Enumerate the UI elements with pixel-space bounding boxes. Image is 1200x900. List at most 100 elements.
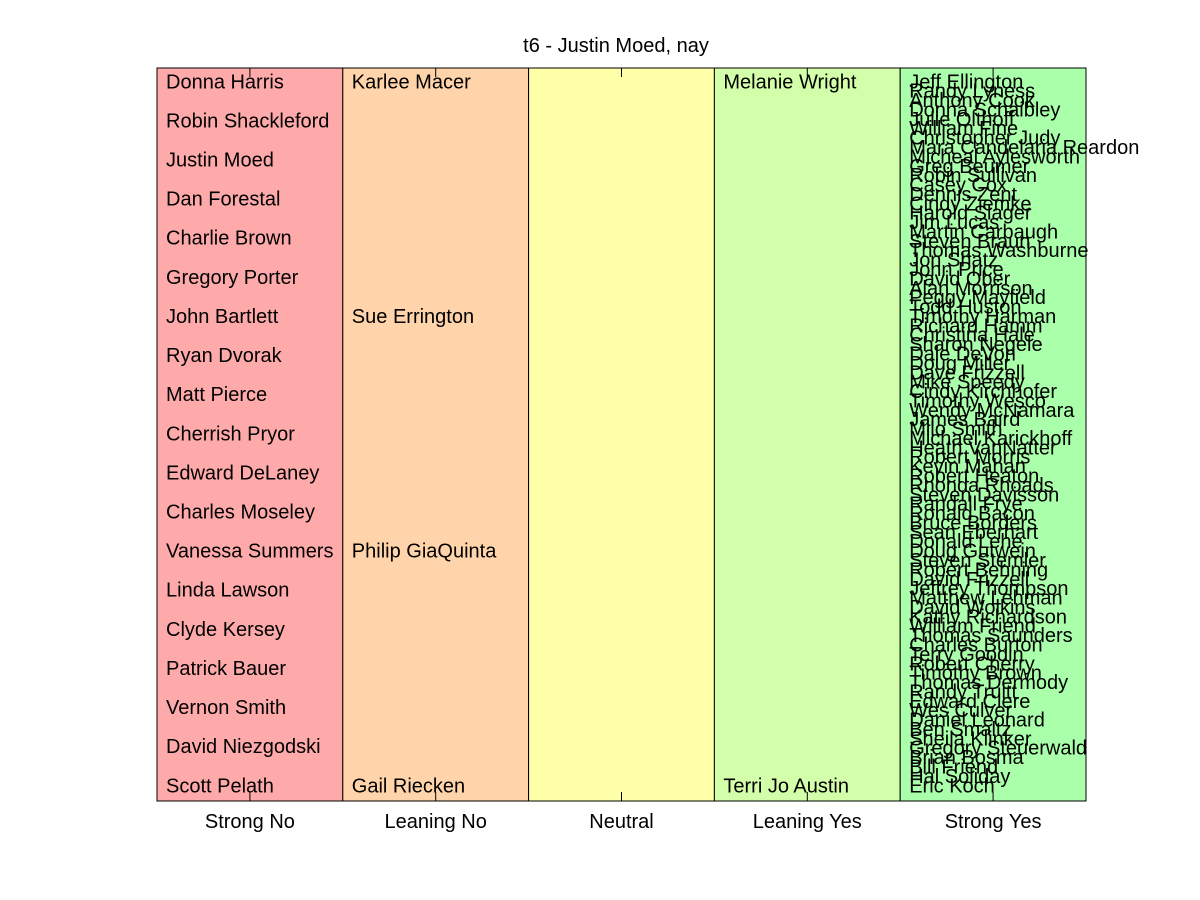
name-label: Alan Morrison xyxy=(909,278,1032,300)
name-label: Kevin Mahan xyxy=(909,456,1026,478)
name-label: Thomas Washburne xyxy=(909,240,1088,262)
name-label: Jim Lucas xyxy=(909,212,999,234)
name-label: Wendy McNamara xyxy=(909,400,1075,422)
name-label: Cindy Kirchhofer xyxy=(909,381,1057,403)
x-tick-label: Neutral xyxy=(589,811,653,833)
name-label: Steven Davisson xyxy=(909,484,1059,506)
name-label: Anthony Cook xyxy=(909,90,1036,112)
name-label: Donna Harris xyxy=(166,71,284,93)
name-label: Sharon Negele xyxy=(909,334,1042,356)
name-label: Robert Cherry xyxy=(909,653,1035,675)
name-label: John Bartlett xyxy=(166,306,279,328)
name-label: Edward DeLaney xyxy=(166,462,319,484)
name-label: Rhonda Rhoads xyxy=(909,475,1054,497)
name-label: Thomas Dermody xyxy=(909,672,1068,694)
name-label: Justin Moed xyxy=(166,150,274,172)
name-label: Bruce Borders xyxy=(909,512,1037,534)
name-label: David Wolkins xyxy=(909,597,1035,619)
name-label: Michael Karickhoff xyxy=(909,428,1072,450)
name-label: Robin Sullivan xyxy=(909,165,1037,187)
name-label: Dennis Zent xyxy=(909,184,1017,206)
name-label: Steven Braun xyxy=(909,231,1030,253)
name-label: Mara Candelaria Reardon xyxy=(909,137,1139,159)
name-label: Sue Errington xyxy=(352,306,474,328)
column-leaning-no xyxy=(342,67,530,802)
name-label: Hal Soliday xyxy=(909,766,1010,788)
name-label: Philip GiaQuinta xyxy=(352,541,497,563)
name-label: Doug Miller xyxy=(909,353,1010,375)
name-label: Gregory Steuerwald xyxy=(909,738,1087,760)
name-label: Vanessa Summers xyxy=(166,541,333,563)
name-label: David Niezgodski xyxy=(166,736,321,758)
name-label: Melanie Wright xyxy=(723,71,856,93)
name-label: Christina Hale xyxy=(909,325,1035,347)
name-label: Gregory Porter xyxy=(166,267,299,289)
x-tick-label: Strong Yes xyxy=(945,811,1042,833)
name-label: Scott Pelath xyxy=(166,775,274,797)
x-tick-label: Strong No xyxy=(205,811,295,833)
name-label: Peggy Mayfield xyxy=(909,287,1046,309)
name-label: Timothy Brown xyxy=(909,663,1042,685)
name-label: Micheal Aylesworth xyxy=(909,146,1080,168)
name-label: Milo Smith xyxy=(909,419,1002,441)
name-label: David Ober xyxy=(909,268,1010,290)
legislator-names: Donna Harris Robin Shackleford Justin Moed… xyxy=(166,71,1139,797)
name-label: Donna Schaibley xyxy=(909,99,1060,121)
x-tick-label: Leaning Yes xyxy=(753,811,862,833)
name-label: Clyde Kersey xyxy=(166,619,285,641)
name-label: Charles Moseley xyxy=(166,502,315,524)
name-label: Eric Koch xyxy=(909,775,995,797)
name-label: Sheila Klinker xyxy=(909,728,1032,750)
name-label: Patrick Bauer xyxy=(166,658,286,680)
name-label: Gail Riecken xyxy=(352,775,465,797)
vote-columns xyxy=(156,67,1087,802)
name-label: Matthew Lehman xyxy=(909,588,1062,610)
name-label: Linda Lawson xyxy=(166,580,289,602)
name-label: Donald Lehe xyxy=(909,531,1022,553)
name-label: Kathy Richardson xyxy=(909,606,1067,628)
name-label: Jeffrey Thompson xyxy=(909,578,1068,600)
name-label: Charles Burton xyxy=(909,634,1042,656)
name-label: Mike Speedy xyxy=(909,372,1025,394)
name-label: Karlee Macer xyxy=(352,71,471,93)
name-label: Robert Heaton xyxy=(909,466,1039,488)
name-label: Dave Frizzell xyxy=(909,362,1025,384)
name-label: Ryan Dvorak xyxy=(166,345,283,367)
name-label: Randall Frye xyxy=(909,494,1022,516)
name-label: Charlie Brown xyxy=(166,228,292,250)
name-label: William Fine xyxy=(909,118,1018,140)
name-label: Sean Eberhart xyxy=(909,522,1038,544)
name-label: Greg Beumer xyxy=(909,156,1029,178)
name-label: Robert Morris xyxy=(909,447,1030,469)
name-label: Terri Jo Austin xyxy=(723,775,849,797)
name-label: Cindy Ziemke xyxy=(909,193,1031,215)
plot-frame xyxy=(156,67,1087,802)
column-neutral xyxy=(528,67,715,802)
name-label: Steven Stemler xyxy=(909,550,1046,572)
name-label: Vernon Smith xyxy=(166,697,286,719)
column-leaning-yes xyxy=(713,67,901,802)
name-label: Christopher Judy xyxy=(909,128,1060,150)
name-label: Timothy Harman xyxy=(909,306,1056,328)
name-label: Robert Behning xyxy=(909,559,1048,581)
name-label: James Baird xyxy=(909,409,1020,431)
name-label: Todd Huston xyxy=(909,297,1021,319)
name-label: John Price xyxy=(909,259,1004,281)
name-label: David Frizzell xyxy=(909,569,1029,591)
name-label: Doug Gutwein xyxy=(909,541,1036,563)
name-label: Wes Culver xyxy=(909,700,1012,722)
name-label: Timothy Wesco xyxy=(909,390,1046,412)
name-label: Ronald Bacon xyxy=(909,503,1035,525)
column-strong-yes xyxy=(899,67,1087,802)
name-label: Terry Goodin xyxy=(909,644,1024,666)
name-label: Jon Shatz xyxy=(909,250,998,272)
name-label: Randy Lyness xyxy=(909,81,1035,103)
name-label: William Friend xyxy=(909,616,1036,638)
name-label: Jeff Ellington xyxy=(909,71,1023,93)
x-axis: Strong No Leaning No Neutral Leaning Yes Str… xyxy=(156,67,1087,833)
name-label: Cherrish Pryor xyxy=(166,423,295,445)
name-label: Martin Carbaugh xyxy=(909,221,1058,243)
name-label: Dale DeVon xyxy=(909,343,1016,365)
name-label: Daniel Leonard xyxy=(909,710,1045,732)
